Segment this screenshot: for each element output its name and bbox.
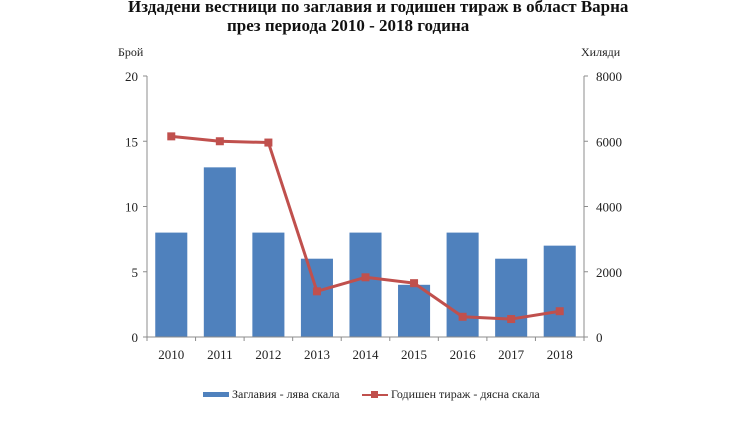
chart-title-line1: Издадени вестници по заглавия и годишен … (128, 0, 629, 16)
right-axis-title: Хиляди (581, 45, 621, 59)
bar-2015 (398, 284, 431, 337)
bar-2014 (349, 232, 382, 337)
legend-bar-label: Заглавия - лява скала (232, 387, 340, 401)
bar-2010 (155, 232, 188, 337)
bar-2016 (446, 232, 479, 337)
bar-2017 (495, 258, 528, 337)
line-marker-2016 (458, 312, 467, 321)
left-tick-label: 15 (125, 134, 138, 149)
bar-2018 (543, 245, 576, 337)
x-tick-label: 2010 (158, 347, 184, 362)
bar-2011 (203, 167, 236, 337)
line-marker-2011 (215, 137, 224, 146)
left-tick-label: 5 (132, 265, 139, 280)
x-tick-label: 2018 (547, 347, 573, 362)
left-tick-label: 0 (132, 330, 139, 345)
bar-2013 (300, 258, 333, 337)
legend-item-line: Годишен тираж - дясна скала (362, 387, 540, 402)
line-marker-2017 (507, 315, 516, 324)
left-axis-title: Брой (118, 45, 144, 59)
x-tick-label: 2016 (450, 347, 477, 362)
chart-title-line2: през периода 2010 - 2018 година (227, 16, 470, 35)
left-tick-label: 20 (125, 69, 138, 84)
x-tick-label: 2015 (401, 347, 427, 362)
right-tick-label: 8000 (596, 69, 622, 84)
x-tick-label: 2011 (207, 347, 233, 362)
left-tick-label: 10 (125, 200, 138, 215)
right-tick-label: 4000 (596, 200, 622, 215)
line-marker-2012 (264, 138, 273, 147)
x-tick-label: 2014 (353, 347, 380, 362)
x-tick-label: 2017 (498, 347, 525, 362)
right-tick-label: 2000 (596, 265, 622, 280)
x-tick-label: 2012 (255, 347, 281, 362)
right-tick-label: 0 (596, 330, 603, 345)
legend-item-bars: Заглавия - лява скала (203, 387, 340, 402)
legend-line-swatch-icon (362, 389, 388, 401)
line-marker-2015 (410, 279, 419, 288)
right-tick-label: 6000 (596, 134, 622, 149)
bar-2012 (252, 232, 285, 337)
line-marker-2014 (361, 273, 370, 282)
line-marker-2010 (167, 132, 176, 141)
x-tick-label: 2013 (304, 347, 330, 362)
legend-line-label: Годишен тираж - дясна скала (391, 387, 540, 401)
legend-bar-swatch-icon (203, 392, 229, 397)
line-marker-2018 (555, 307, 564, 316)
line-marker-2013 (312, 287, 321, 296)
